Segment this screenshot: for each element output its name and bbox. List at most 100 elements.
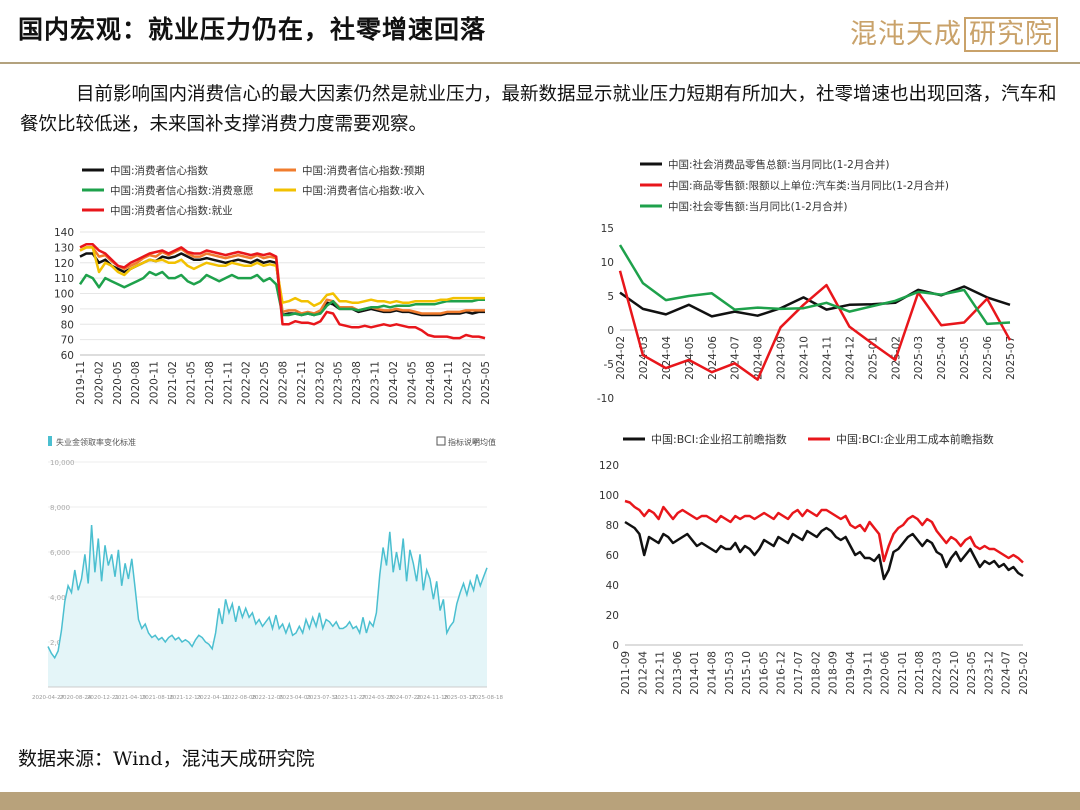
x-tick-label: 2023-04-03 bbox=[279, 695, 311, 701]
y-tick-label: 10 bbox=[601, 257, 614, 269]
retail-sales-chart: 中国:社会消费品零售总额:当月同比(1-2月合并) 中国:商品零售额:限额以上单位… bbox=[597, 158, 1017, 405]
y-tick-label: 60 bbox=[61, 350, 74, 362]
legend-swatch bbox=[48, 436, 52, 446]
x-tick-label: 2024-04 bbox=[661, 336, 673, 380]
intro-paragraph: 目前影响国内消费信心的最大因素仍然是就业压力，最新数据显示就业压力短期有所加大，… bbox=[20, 84, 1057, 135]
x-tick-label: 2023-07-31 bbox=[306, 695, 338, 701]
x-tick-label: 2020-04-27 bbox=[32, 695, 64, 701]
x-tick-label: 2024-07 bbox=[730, 336, 742, 380]
x-tick-label: 2024-12 bbox=[844, 336, 856, 380]
x-tick-label: 2020-08-24 bbox=[59, 695, 91, 701]
x-tick-label: 2025-03-17 bbox=[444, 695, 476, 701]
x-tick-label: 2025-06 bbox=[982, 336, 994, 380]
x-tick-label: 2019-04 bbox=[845, 651, 857, 695]
x-tick-label: 2021-12-13 bbox=[169, 695, 201, 701]
y-tick-label: 80 bbox=[606, 520, 619, 532]
y-tick-label: 90 bbox=[61, 304, 74, 316]
x-tick-label: 2021-01 bbox=[897, 651, 909, 695]
x-tick-label: 2023-02 bbox=[314, 361, 326, 405]
x-tick-label: 2024-05 bbox=[406, 361, 418, 405]
x-tick-label: 2022-04-11 bbox=[197, 695, 229, 701]
legend-label: 中国:商品零售额:限额以上单位:汽车类:当月同比(1-2月合并) bbox=[668, 179, 949, 192]
x-tick-label: 2014-01 bbox=[689, 651, 701, 695]
x-tick-label: 2025-02 bbox=[462, 361, 474, 405]
x-tick-label: 2025-07 bbox=[1005, 336, 1017, 380]
x-tick-label: 2021-05 bbox=[185, 361, 197, 405]
y-tick-label: 10,000 bbox=[50, 459, 75, 467]
legend-label: 中国:消费者信心指数 bbox=[110, 164, 209, 177]
x-tick-label: 2023-11 bbox=[370, 361, 382, 405]
x-tick-label: 2024-02 bbox=[388, 361, 400, 405]
teal-area-chart: 失业金领取率变化标准指标说明平均值2,0004,0006,0008,00010,… bbox=[32, 436, 503, 701]
x-tick-label: 2021-08-16 bbox=[142, 695, 174, 701]
x-tick-label: 2022-05 bbox=[259, 361, 271, 405]
x-tick-label: 2023-12 bbox=[983, 651, 995, 695]
x-tick-label: 2024-08 bbox=[425, 361, 437, 405]
x-tick-label: 2015-03 bbox=[724, 651, 736, 695]
y-tick-label: 120 bbox=[54, 258, 74, 270]
x-tick-label: 2020-02 bbox=[93, 361, 105, 405]
x-tick-label: 2024-08 bbox=[753, 336, 765, 380]
x-tick-label: 2025-03 bbox=[913, 336, 925, 380]
x-tick-label: 2024-11 bbox=[443, 361, 455, 405]
x-tick-label: 2022-10 bbox=[949, 651, 961, 695]
y-tick-label: 6,000 bbox=[50, 549, 70, 557]
title-divider bbox=[0, 62, 1080, 64]
x-tick-label: 2025-02 bbox=[1018, 651, 1030, 695]
x-tick-label: 2016-05 bbox=[758, 651, 770, 695]
y-tick-label: 8,000 bbox=[50, 504, 70, 512]
y-tick-label: 5 bbox=[607, 291, 614, 303]
x-tick-label: 2024-09 bbox=[776, 336, 788, 380]
x-tick-label: 2024-10 bbox=[799, 336, 811, 380]
x-tick-label: 2023-11-27 bbox=[334, 695, 366, 701]
x-tick-label: 2024-07-22 bbox=[389, 695, 421, 701]
series-line bbox=[619, 285, 1011, 318]
series-line bbox=[624, 499, 1024, 564]
legend-label: 中国:消费者信心指数:就业 bbox=[110, 204, 233, 217]
legend-label: 指标说明 bbox=[448, 437, 480, 447]
x-tick-label: 2025-05 bbox=[959, 336, 971, 380]
x-tick-label: 2024-03-25 bbox=[361, 695, 393, 701]
x-tick-label: 2021-11 bbox=[222, 361, 234, 405]
x-tick-label: 2021-02 bbox=[167, 361, 179, 405]
x-tick-label: 2020-08 bbox=[130, 361, 142, 405]
y-tick-label: 140 bbox=[54, 227, 74, 239]
x-tick-label: 2024-05 bbox=[684, 336, 696, 380]
x-tick-label: 2023-08 bbox=[351, 361, 363, 405]
series-line bbox=[79, 243, 486, 340]
x-tick-label: 2015-10 bbox=[741, 651, 753, 695]
brand-logo: 混沌天成 研究院 bbox=[850, 12, 1058, 52]
x-tick-label: 2012-04 bbox=[637, 651, 649, 695]
legend-label: 失业金领取率变化标准 bbox=[56, 437, 136, 447]
legend-label: 平均值 bbox=[472, 437, 496, 447]
x-tick-label: 2020-06 bbox=[880, 651, 892, 695]
x-tick-label: 2022-12-05 bbox=[252, 695, 284, 701]
x-tick-label: 2018-02 bbox=[810, 651, 822, 695]
x-tick-label: 2022-08 bbox=[278, 361, 290, 405]
bottom-accent-bar bbox=[0, 792, 1080, 810]
x-tick-label: 2016-12 bbox=[776, 651, 788, 695]
y-tick-label: 100 bbox=[54, 289, 74, 301]
x-tick-label: 2012-11 bbox=[655, 651, 667, 695]
y-tick-label: 60 bbox=[606, 550, 619, 562]
y-tick-label: 15 bbox=[601, 223, 614, 235]
y-tick-label: 120 bbox=[599, 460, 619, 472]
x-tick-label: 2020-12-21 bbox=[87, 695, 119, 701]
x-tick-label: 2021-08 bbox=[914, 651, 926, 695]
x-tick-label: 2022-08-08 bbox=[224, 695, 256, 701]
y-tick-label: 4,000 bbox=[50, 594, 70, 602]
y-tick-label: 0 bbox=[607, 325, 614, 337]
legend-label: 中国:BCI:企业用工成本前瞻指数 bbox=[836, 432, 994, 446]
x-tick-label: 2022-02 bbox=[241, 361, 253, 405]
x-tick-label: 2025-05 bbox=[480, 361, 492, 405]
x-tick-label: 2022-03 bbox=[931, 651, 943, 695]
legend-checkbox bbox=[436, 436, 446, 446]
x-tick-label: 2018-09 bbox=[828, 651, 840, 695]
legend-label: 中国:社会消费品零售总额:当月同比(1-2月合并) bbox=[668, 158, 889, 171]
x-tick-label: 2017-07 bbox=[793, 651, 805, 695]
x-tick-label: 2021-04-19 bbox=[114, 695, 146, 701]
legend-label: 中国:消费者信心指数:收入 bbox=[302, 184, 425, 197]
x-tick-label: 2024-07 bbox=[1001, 651, 1013, 695]
series-line bbox=[624, 520, 1024, 581]
y-tick-label: 40 bbox=[606, 580, 619, 592]
